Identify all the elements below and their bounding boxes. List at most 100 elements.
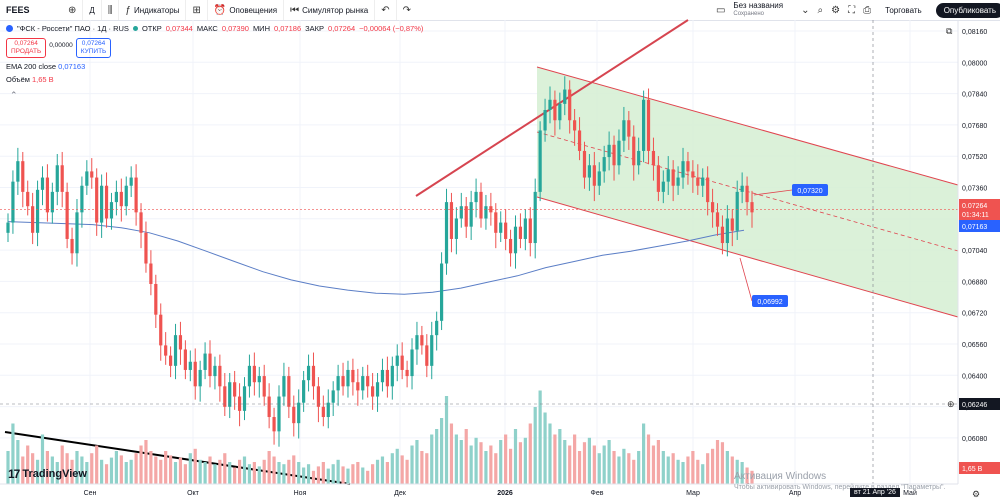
toolbar-right: ▭ Без названия Сохранено ⌄ ⌕ ⚙ ⛶ ⎙ Торго…	[716, 0, 1000, 20]
replay-button[interactable]: ⏮ Симулятор рынка	[284, 0, 376, 20]
candle-body	[469, 202, 473, 227]
volume-bar	[543, 412, 547, 484]
candle-body	[375, 382, 380, 397]
candle-body	[109, 202, 114, 219]
volume-bar	[149, 451, 153, 484]
volume-bar	[459, 440, 463, 484]
layout-name-button[interactable]: Без названия Сохранено	[733, 2, 783, 18]
candle-body	[637, 150, 641, 166]
volume-bar	[124, 462, 128, 484]
volume-bar	[449, 423, 454, 484]
high-label: МАКС	[196, 23, 218, 33]
volume-bar	[287, 459, 291, 484]
chart-type-button[interactable]: ⫼	[102, 0, 120, 20]
buy-button[interactable]: 0,07264 КУПИТЬ	[75, 38, 112, 58]
candle-body	[114, 191, 118, 203]
candle-body	[464, 206, 468, 227]
undo-button[interactable]: ↶	[375, 0, 397, 20]
time-axis[interactable]: Сен Окт Ноя Дек 2026 Фев Мар Апр Май	[0, 483, 958, 497]
price-tick-label: 0,07840	[962, 92, 987, 99]
indicators-label: Индикаторы	[133, 5, 180, 15]
candle-body	[484, 206, 488, 219]
indicators-button[interactable]: ƒ Индикаторы	[119, 0, 187, 20]
candle-body	[730, 218, 734, 231]
volume-bar	[701, 464, 705, 484]
auto-scale-gear-icon[interactable]: ⚙	[972, 489, 981, 499]
candle-body	[75, 212, 79, 254]
candle-body	[666, 169, 670, 182]
candle-body	[60, 165, 64, 192]
open-value: 0,07344	[165, 23, 193, 33]
candle-body	[316, 386, 321, 407]
candle-body	[55, 165, 59, 192]
price-annotations[interactable]: 0,07320 0,06992	[739, 184, 828, 307]
quick-search-icon[interactable]: ⌕	[817, 4, 824, 16]
candle-body	[676, 177, 680, 186]
camera-icon[interactable]: ⎙	[863, 4, 872, 16]
interval-button[interactable]: Д	[83, 0, 102, 20]
candle-body	[311, 365, 316, 387]
add-alert-plus-icon[interactable]: ⊕	[947, 399, 955, 409]
channel-lower-line[interactable]	[536, 196, 959, 318]
ema-legend[interactable]: EMA 200 close 0,07163	[6, 62, 85, 71]
red-trend-line[interactable]	[415, 19, 689, 197]
chevron-down-icon[interactable]: ⌄	[801, 4, 810, 16]
volume-bar	[129, 459, 133, 484]
volume-bar	[366, 470, 370, 484]
low-value: 0,07186	[274, 23, 302, 33]
candle-body	[573, 120, 577, 131]
candle-body	[661, 181, 665, 192]
volume-bar	[602, 445, 606, 484]
price-axis[interactable]: 0,08160 0,08000 0,07840 0,07680 0,07520 0,073…	[957, 20, 1000, 484]
volume-bar	[272, 456, 276, 484]
price-tick-label: 0,06400	[962, 373, 987, 380]
volume-bar	[45, 451, 50, 484]
candle-body	[563, 89, 567, 104]
volume-bar	[16, 440, 20, 484]
candle-body	[405, 369, 409, 377]
price-tick-label: 0,06880	[962, 279, 987, 286]
candle-body	[50, 191, 54, 213]
settings-gear-icon[interactable]: ⚙	[831, 4, 841, 16]
price-tick-label: 0,07040	[962, 248, 987, 255]
publish-button[interactable]: Опубликовать	[935, 2, 1000, 18]
candle-body	[504, 222, 508, 239]
layouts-icon[interactable]: ▭	[715, 4, 726, 16]
redo-button[interactable]: ↷	[397, 0, 417, 20]
symbol-search-button[interactable]: FEES	[6, 5, 30, 15]
volume-bar	[720, 442, 725, 484]
time-tick-label: Окт	[187, 490, 200, 497]
volume-bar	[183, 464, 187, 484]
volume-bar	[671, 453, 675, 484]
alerts-button[interactable]: ⏰ Оповещения	[208, 0, 285, 20]
collapse-legend-chevron-icon[interactable]: ⌃	[10, 90, 18, 100]
channel-upper-line[interactable]	[536, 66, 959, 186]
volume-bar	[568, 445, 572, 484]
volume-label: Объём	[6, 75, 30, 84]
callout-label: 0,07320	[797, 188, 822, 195]
volume-bar	[577, 451, 582, 484]
volume-legend[interactable]: Объём 1,65 B	[6, 75, 54, 84]
candle-body	[696, 177, 700, 186]
candle-body	[439, 263, 444, 321]
volume-bar	[681, 462, 685, 484]
candle-body	[6, 222, 10, 233]
volume-bar	[193, 448, 197, 484]
trade-button[interactable]: Торговать	[885, 5, 922, 15]
symbol-title[interactable]: "ФСК - Россети" ПАО · 1Д · RUS	[17, 23, 129, 33]
candle-body	[119, 191, 123, 207]
volume-bar	[375, 459, 380, 484]
candle-body	[449, 202, 454, 239]
save-chart-icon[interactable]: ⧉	[946, 26, 953, 36]
candle-body	[632, 136, 636, 166]
compare-add-button[interactable]: ⊕	[62, 0, 84, 20]
candle-body	[494, 212, 498, 233]
templates-button[interactable]: ⊞	[186, 0, 208, 20]
volume-bar	[553, 434, 557, 484]
candle-body	[558, 103, 562, 121]
fullscreen-icon[interactable]: ⛶	[848, 4, 856, 16]
volume-bar	[346, 468, 350, 484]
sell-button[interactable]: 0,07264 ПРОДАТЬ	[6, 38, 47, 58]
volume-bar	[252, 462, 256, 484]
